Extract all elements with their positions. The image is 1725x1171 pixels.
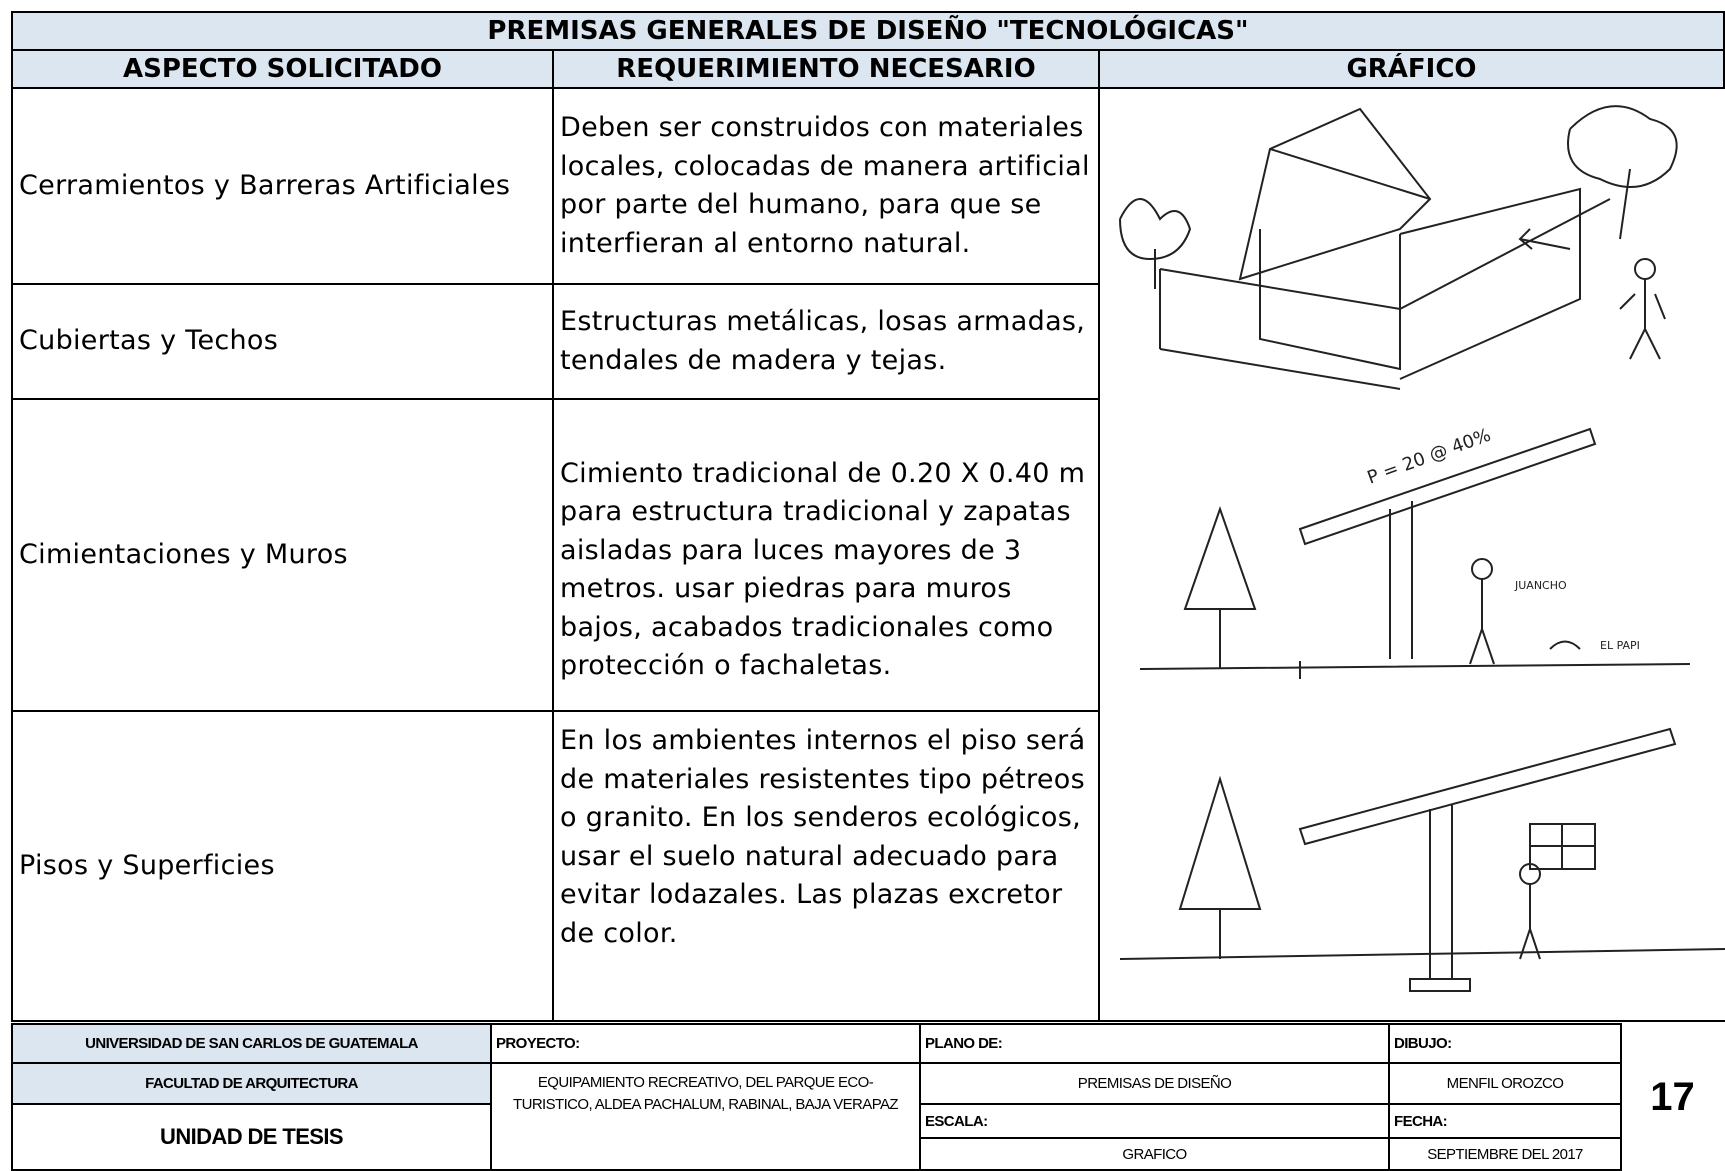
title: PREMISAS GENERALES DE DISEÑO "TECNOLÓGIC… <box>11 11 1725 51</box>
sketch-floor <box>1119 727 1725 992</box>
graphic-cell: P = 20 @ 40% JUANCHO EL PAPI <box>1098 87 1725 1022</box>
requirement-cell: Estructuras metálicas, losas armadas, te… <box>552 283 1100 400</box>
university: UNIVERSIDAD DE SAN CARLOS DE GUATEMALA <box>11 1023 492 1064</box>
sheet-number: 17 <box>1650 1074 1695 1119</box>
unit: UNIDAD DE TESIS <box>11 1103 492 1171</box>
sketch-label: P = 20 @ 40% <box>1365 425 1494 489</box>
sketch-label: JUANCHO <box>1514 579 1567 592</box>
project: EQUIPAMIENTO RECREATIVO, DEL PARQUE ECO-… <box>490 1062 921 1171</box>
drawing: MENFIL OROZCO <box>1388 1062 1622 1105</box>
plan-label: PLANO DE: <box>919 1023 1390 1064</box>
column-header: REQUERIMIENTO NECESARIO <box>552 49 1100 89</box>
aspect-cell: Cimientaciones y Muros <box>11 398 554 712</box>
date: SEPTIEMBRE DEL 2017 <box>1388 1137 1622 1171</box>
plan: PREMISAS DE DISEÑO <box>919 1062 1390 1105</box>
aspect-cell: Pisos y Superficies <box>11 710 554 1022</box>
column-header: ASPECTO SOLICITADO <box>11 49 554 89</box>
faculty: FACULTAD DE ARQUITECTURA <box>11 1062 492 1105</box>
requirement-cell: En los ambientes internos el piso será d… <box>552 710 1100 1022</box>
requirement-cell: Deben ser construidos con materiales loc… <box>552 87 1100 285</box>
scale-label: ESCALA: <box>919 1103 1390 1139</box>
sketch-wall-house <box>1119 105 1678 390</box>
project-label: PROYECTO: <box>490 1023 921 1064</box>
sketch-label: EL PAPI <box>1600 639 1640 652</box>
scale: GRAFICO <box>919 1137 1390 1171</box>
column-header: GRÁFICO <box>1098 49 1725 89</box>
sketches: P = 20 @ 40% JUANCHO EL PAPI <box>1119 105 1725 992</box>
aspect-cell: Cerramientos y Barreras Artificiales <box>11 87 554 285</box>
date-label: FECHA: <box>1388 1103 1622 1139</box>
drawing-label: DIBUJO: <box>1388 1023 1622 1064</box>
aspect-cell: Cubiertas y Techos <box>11 283 554 400</box>
sketch-roof-slope: P = 20 @ 40% JUANCHO EL PAPI <box>1139 425 1691 679</box>
requirement-cell: Cimiento tradicional de 0.20 X 0.40 m pa… <box>552 398 1100 712</box>
